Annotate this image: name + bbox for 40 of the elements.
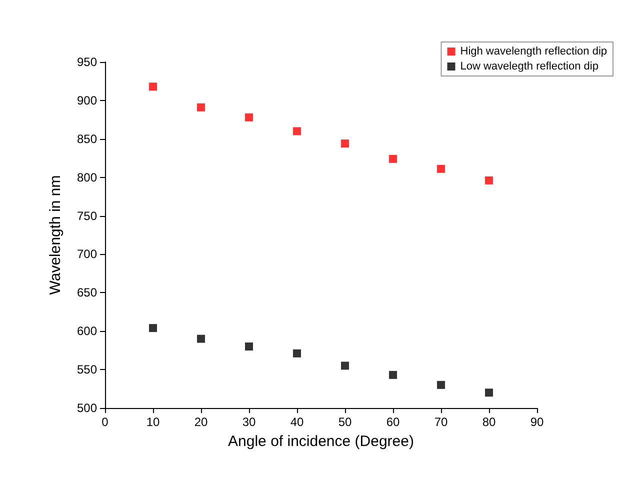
y-tick-label: 950 xyxy=(76,55,98,69)
x-tick-label: 0 xyxy=(102,415,109,429)
y-tick-label: 500 xyxy=(76,401,98,415)
point xyxy=(485,388,493,397)
point xyxy=(437,164,445,173)
x-tick-label: 20 xyxy=(194,415,208,429)
x-tick-label: 60 xyxy=(386,415,400,429)
point xyxy=(293,349,301,358)
point xyxy=(389,154,397,163)
point xyxy=(149,82,157,91)
point xyxy=(389,370,397,379)
x-axis-title: Angle of incidence (Degree) xyxy=(228,433,414,450)
point xyxy=(293,127,301,136)
x-tick-label: 30 xyxy=(242,415,256,429)
point xyxy=(485,176,493,184)
y-tick-label: 900 xyxy=(76,93,98,108)
point xyxy=(341,140,349,148)
x-tick-label: 50 xyxy=(338,415,352,429)
x-tick-label: 10 xyxy=(146,415,160,429)
y-tick-label: 700 xyxy=(76,247,98,262)
x-tick-label: 70 xyxy=(434,415,448,429)
y-tick-label: 550 xyxy=(76,362,98,377)
point xyxy=(437,380,445,389)
y-tick-label: 850 xyxy=(76,132,98,146)
point xyxy=(245,113,253,122)
x-tick-label: 90 xyxy=(530,415,544,429)
point xyxy=(197,103,205,112)
point xyxy=(197,334,205,343)
point xyxy=(245,342,253,350)
y-tick-label: 750 xyxy=(76,208,98,223)
y-tick-label: 600 xyxy=(76,324,98,338)
point xyxy=(149,324,157,332)
point xyxy=(341,362,349,370)
y-axis-title: Wavelength in nm xyxy=(47,175,64,295)
x-tick-label: 80 xyxy=(482,415,496,429)
x-tick-label: 40 xyxy=(290,415,304,429)
legend-label: High wavelength reflection dip xyxy=(460,46,608,58)
y-tick-label: 650 xyxy=(76,286,98,300)
y-tick-label: 800 xyxy=(76,170,98,184)
legend-label: Low wavelegth reflection dip xyxy=(460,60,598,72)
